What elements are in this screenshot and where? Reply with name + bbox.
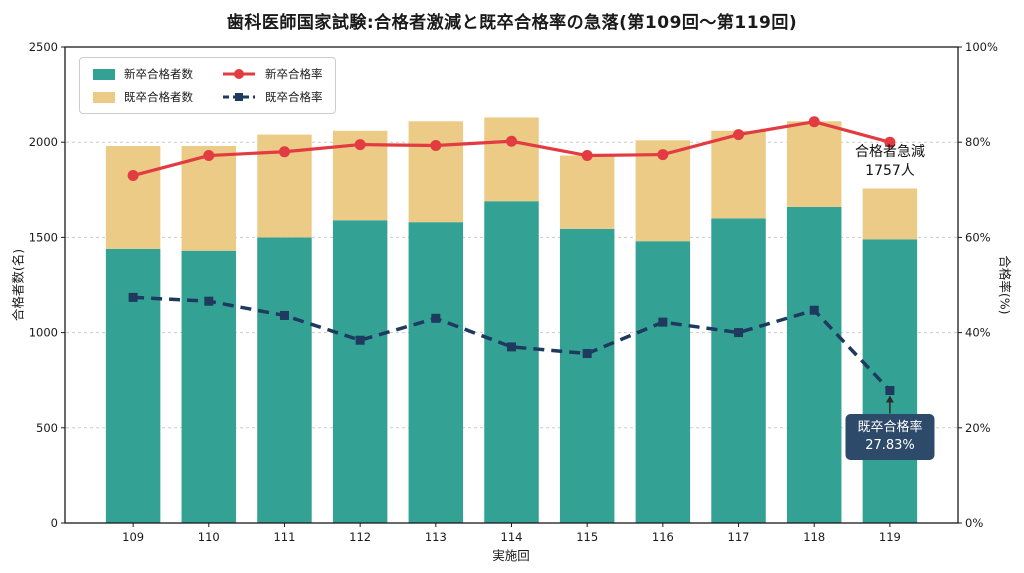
svg-text:109: 109: [122, 530, 144, 544]
svg-text:115: 115: [576, 530, 598, 544]
svg-text:117: 117: [728, 530, 750, 544]
tan-bar-swatch-icon: [93, 91, 115, 103]
svg-text:80%: 80%: [965, 135, 991, 149]
svg-text:0%: 0%: [965, 516, 983, 530]
svg-text:110: 110: [198, 530, 220, 544]
annotation-passers-drop: 合格者急減 1757人: [855, 143, 925, 181]
chart-title: 歯科医師国家試験:合格者激減と既卒合格率の急落(第109回〜第119回): [226, 13, 798, 33]
teal-bar-swatch-icon: [93, 68, 115, 80]
svg-text:0: 0: [51, 516, 58, 530]
x-axis-title: 実施回: [492, 548, 530, 563]
annotation-line: 1757人: [865, 163, 915, 179]
legend-label: 新卒合格者数: [124, 67, 193, 81]
svg-text:1500: 1500: [29, 230, 58, 244]
legend-item-kisotsu-bars: 既卒合格者数: [92, 89, 193, 105]
legend-item-kisotsu-rate: 既卒合格率: [221, 89, 323, 105]
svg-text:114: 114: [501, 530, 523, 544]
annotation-kisotsu-rate: 既卒合格率 27.83%: [845, 414, 935, 460]
svg-text:20%: 20%: [965, 421, 991, 435]
red-line-marker-icon: [223, 69, 255, 79]
annotation-line: 合格者急減: [855, 144, 925, 160]
left-axis-title: 合格者数(名): [10, 248, 26, 322]
svg-text:2000: 2000: [29, 135, 58, 149]
navy-dashed-marker-icon: [223, 93, 255, 101]
svg-text:1000: 1000: [29, 326, 58, 340]
legend-label: 新卒合格率: [265, 67, 323, 81]
svg-text:111: 111: [273, 530, 295, 544]
svg-text:116: 116: [652, 530, 674, 544]
right-axis-title: 合格率(%): [997, 255, 1013, 315]
svg-text:2500: 2500: [29, 40, 58, 54]
legend-label: 既卒合格者数: [124, 90, 193, 104]
legend: 新卒合格者数 既卒合格者数 新卒合格率 既卒合格率: [79, 57, 336, 114]
legend-item-shinsotsu-bars: 新卒合格者数: [92, 66, 193, 82]
svg-text:113: 113: [425, 530, 447, 544]
annotation-line: 27.83%: [865, 438, 915, 453]
svg-text:100%: 100%: [965, 40, 998, 54]
svg-text:112: 112: [349, 530, 371, 544]
annotation-line: 既卒合格率: [857, 420, 923, 435]
svg-text:500: 500: [36, 421, 58, 435]
svg-text:60%: 60%: [965, 230, 991, 244]
svg-text:118: 118: [803, 530, 825, 544]
legend-label: 既卒合格率: [265, 90, 323, 104]
legend-item-shinsotsu-rate: 新卒合格率: [221, 66, 323, 82]
svg-text:40%: 40%: [965, 326, 991, 340]
svg-text:119: 119: [879, 530, 901, 544]
